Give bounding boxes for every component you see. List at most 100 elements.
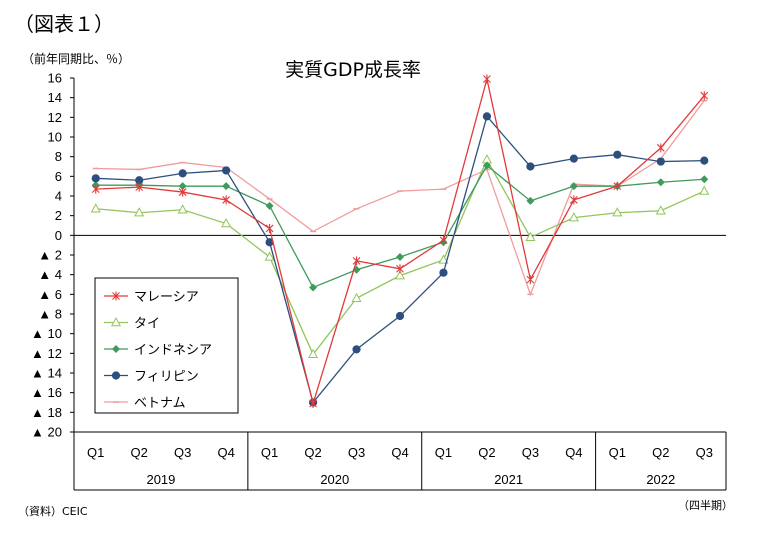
y-tick-label: ▲ 8 [38,307,62,322]
data-point [222,166,231,175]
x-quarter-label: Q2 [304,445,321,460]
legend-label: マレーシア [134,290,199,305]
y-tick-label: ▲ 18 [31,405,62,420]
y-tick-label: ▲ 6 [38,287,62,302]
data-point [396,264,404,274]
y-tick-label: 12 [48,110,62,125]
x-year-label: 2022 [646,472,675,487]
x-quarter-label: Q4 [391,445,408,460]
x-quarter-label: Q2 [131,445,148,460]
x-year-label: 2019 [146,472,175,487]
data-point [569,195,578,205]
data-point [483,74,491,84]
x-quarter-label: Q4 [217,445,234,460]
data-point [111,371,121,380]
y-tick-label: ▲ 20 [31,425,62,440]
chart-title: 実質GDP成長率 [285,59,421,81]
data-point [569,154,578,163]
y-tick-label: 14 [48,90,62,105]
data-point [700,156,709,165]
data-point [90,203,101,213]
data-point [699,185,710,195]
data-point [526,196,535,205]
data-point [308,348,319,359]
data-point [222,182,231,191]
data-point [568,212,579,222]
data-point [394,270,406,280]
legend-item: マレーシア [104,290,199,305]
data-point [264,251,275,261]
x-year-label: 2020 [320,472,349,487]
data-point [656,157,665,166]
y-tick-label: ▲ 10 [31,326,62,341]
period-label: （四半期） [678,499,733,512]
legend-label: タイ [134,317,160,332]
y-tick-label: 6 [55,169,62,184]
legend-item: インドネシア [104,343,212,358]
legend-item: タイ [104,317,160,332]
data-point [309,398,317,408]
y-tick-label: 16 [48,71,62,86]
data-point [178,182,187,191]
data-point [134,207,145,217]
data-point [613,181,622,191]
x-quarter-label: Q3 [174,445,191,460]
data-point [700,91,709,101]
x-quarter-label: Q1 [435,445,452,460]
legend-label: インドネシア [134,343,212,358]
y-tick-label: ▲ 16 [31,385,62,400]
x-quarter-label: Q3 [696,445,713,460]
data-point [396,252,404,261]
x-quarter-label: Q1 [261,445,278,460]
x-quarter-label: Q3 [522,445,539,460]
data-point [177,204,188,214]
source-note: （資料）CEIC [18,505,88,518]
data-point [526,275,535,285]
data-point [352,345,361,354]
series-asterisk [91,74,709,408]
data-point [222,195,231,205]
axes-layer: 16 14 12 10 8 6 4 2 0 ▲ 2 ▲ 4 ▲ 6 ▲ 8 ▲ 10 ▲ 12 ▲ 14 ▲ 1… [31,71,727,491]
y-tick-label: ▲ 2 [38,248,62,263]
y-tick-label: 10 [48,130,62,145]
x-quarter-label: Q2 [652,445,669,460]
y-tick-label: ▲ 14 [31,366,62,381]
x-quarter-label: Q3 [348,445,365,460]
legend-item: ベトナム [104,396,186,411]
data-point [395,311,405,321]
data-point [612,207,623,217]
data-point [569,182,578,191]
data-point [265,201,274,210]
data-point [221,217,232,228]
x-quarter-label: Q4 [565,445,582,460]
data-point [439,268,448,277]
legend-box [94,277,239,414]
y-unit-label: （前年同期比、％） [22,52,131,66]
data-point [178,187,187,197]
data-point [482,161,491,170]
data-point [135,182,144,192]
data-point [91,174,100,183]
data-point [656,143,665,153]
y-tick-label: ▲ 12 [31,346,62,361]
data-point [525,231,536,241]
x-quarter-label: Q2 [478,445,495,460]
legend-item: フィリピン [104,370,199,385]
data-point [438,254,449,264]
y-tick-label: ▲ 4 [38,267,62,282]
data-point [700,175,709,184]
data-point [656,178,665,187]
data-point [352,256,361,266]
legend-label: フィリピン [134,370,199,385]
x-quarter-label: Q1 [609,445,626,460]
data-point [112,291,120,301]
y-tick-label: 8 [55,149,62,164]
x-year-label: 2021 [494,472,523,487]
data-point [112,345,120,353]
figure-label: （図表１） [14,12,114,36]
y-tick-label: 0 [55,228,62,243]
data-point [91,184,100,194]
y-tick-label: 2 [55,208,62,223]
data-point [309,283,318,292]
